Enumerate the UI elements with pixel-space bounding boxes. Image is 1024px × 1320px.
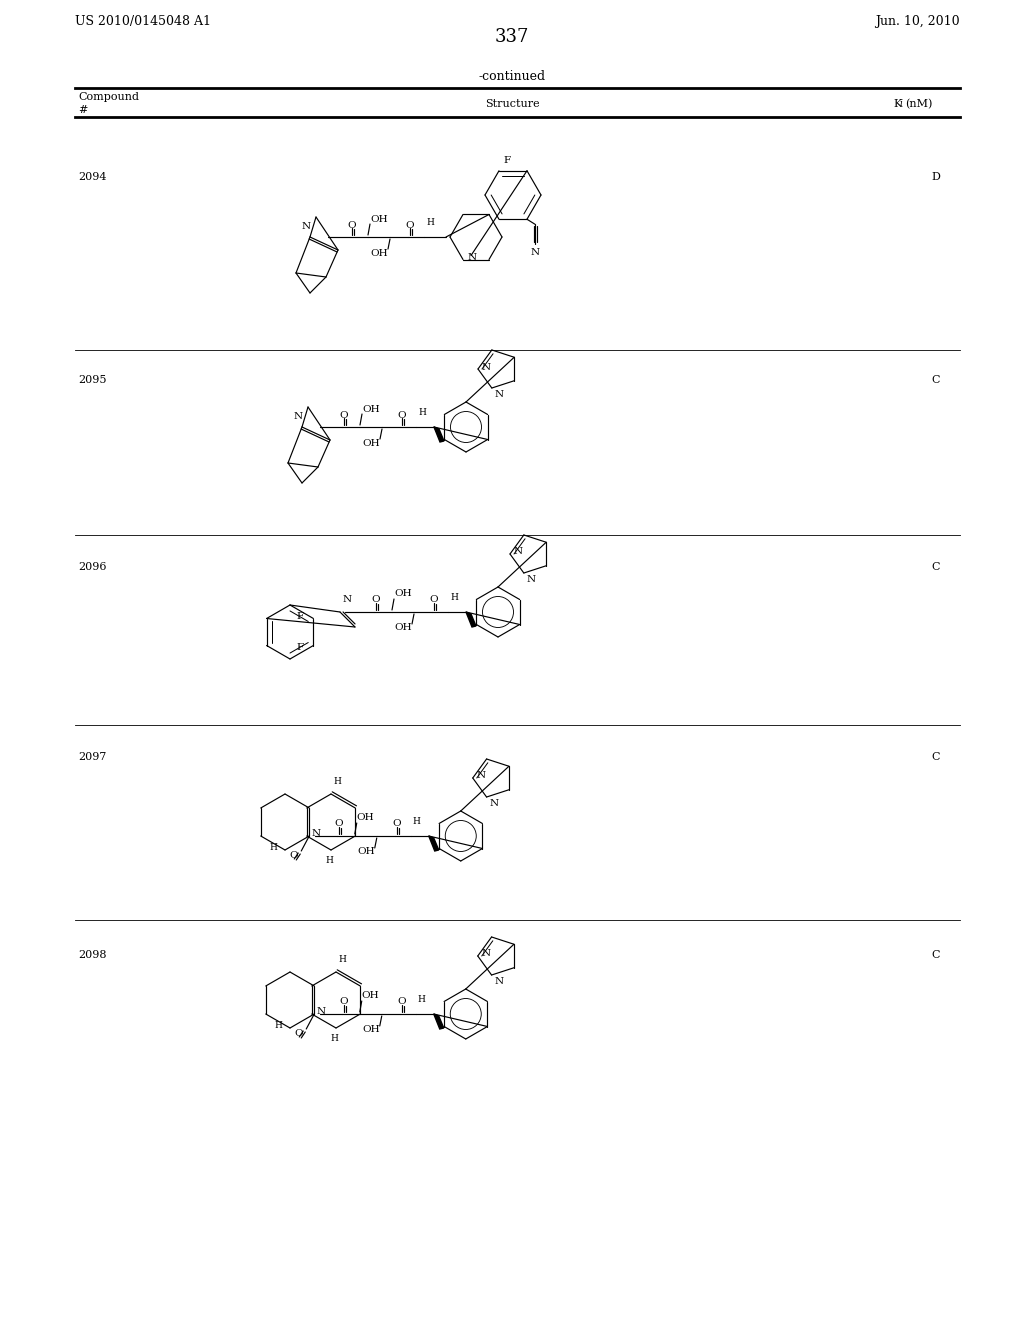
Text: C: C bbox=[932, 375, 940, 385]
Text: H: H bbox=[426, 218, 434, 227]
Text: K: K bbox=[893, 99, 901, 110]
Text: N: N bbox=[481, 949, 490, 958]
Text: OH: OH bbox=[394, 590, 412, 598]
Text: N: N bbox=[316, 1007, 326, 1016]
Polygon shape bbox=[434, 426, 444, 442]
Text: N: N bbox=[301, 222, 310, 231]
Text: H: H bbox=[333, 777, 341, 785]
Text: H: H bbox=[330, 1034, 338, 1043]
Text: N: N bbox=[530, 248, 540, 257]
Text: OH: OH bbox=[370, 214, 388, 223]
Text: OH: OH bbox=[356, 813, 375, 822]
Text: O: O bbox=[397, 998, 407, 1006]
Text: OH: OH bbox=[362, 1026, 380, 1035]
Text: O: O bbox=[340, 411, 348, 420]
Text: N: N bbox=[495, 977, 504, 986]
Text: 2094: 2094 bbox=[78, 172, 106, 182]
Text: O: O bbox=[348, 220, 356, 230]
Text: N: N bbox=[495, 389, 504, 399]
Text: O: O bbox=[397, 411, 407, 420]
Text: F: F bbox=[503, 156, 510, 165]
Text: O: O bbox=[289, 851, 298, 861]
Text: i: i bbox=[900, 99, 903, 108]
Text: N: N bbox=[489, 799, 499, 808]
Text: N: N bbox=[311, 829, 321, 838]
Text: OH: OH bbox=[371, 248, 388, 257]
Text: N: N bbox=[468, 253, 477, 261]
Text: C: C bbox=[932, 752, 940, 762]
Text: O: O bbox=[294, 1030, 302, 1039]
Text: 2096: 2096 bbox=[78, 562, 106, 572]
Text: H: H bbox=[418, 408, 426, 417]
Text: (nM): (nM) bbox=[905, 99, 933, 110]
Text: Compound: Compound bbox=[78, 92, 139, 102]
Text: 2095: 2095 bbox=[78, 375, 106, 385]
Text: N: N bbox=[477, 771, 485, 780]
Text: N: N bbox=[514, 548, 523, 557]
Text: H: H bbox=[413, 817, 421, 826]
Text: O: O bbox=[372, 595, 380, 605]
Polygon shape bbox=[434, 1014, 443, 1030]
Text: C: C bbox=[932, 950, 940, 960]
Polygon shape bbox=[466, 612, 476, 627]
Text: US 2010/0145048 A1: US 2010/0145048 A1 bbox=[75, 15, 211, 28]
Text: O: O bbox=[339, 998, 348, 1006]
Text: H: H bbox=[450, 593, 458, 602]
Text: O: O bbox=[406, 220, 415, 230]
Text: O: O bbox=[335, 820, 343, 829]
Text: F: F bbox=[296, 612, 303, 620]
Text: #: # bbox=[78, 106, 87, 115]
Text: D: D bbox=[931, 172, 940, 182]
Text: H: H bbox=[338, 954, 346, 964]
Text: 2098: 2098 bbox=[78, 950, 106, 960]
Text: Structure: Structure bbox=[484, 99, 540, 110]
Text: N: N bbox=[294, 412, 302, 421]
Text: O: O bbox=[392, 820, 401, 829]
Text: H: H bbox=[418, 995, 426, 1005]
Text: N: N bbox=[526, 576, 536, 583]
Text: H: H bbox=[274, 1022, 282, 1031]
Text: Jun. 10, 2010: Jun. 10, 2010 bbox=[876, 15, 961, 28]
Text: C: C bbox=[932, 562, 940, 572]
Text: -continued: -continued bbox=[478, 70, 546, 83]
Text: 2097: 2097 bbox=[78, 752, 106, 762]
Polygon shape bbox=[429, 836, 438, 851]
Text: 337: 337 bbox=[495, 28, 529, 46]
Text: H: H bbox=[325, 855, 333, 865]
Text: H: H bbox=[269, 843, 278, 853]
Text: OH: OH bbox=[362, 438, 380, 447]
Text: F: F bbox=[296, 643, 303, 652]
Text: OH: OH bbox=[362, 404, 380, 413]
Text: N: N bbox=[343, 595, 352, 605]
Text: O: O bbox=[430, 595, 438, 605]
Text: OH: OH bbox=[357, 847, 375, 857]
Text: OH: OH bbox=[394, 623, 412, 632]
Text: N: N bbox=[482, 363, 492, 371]
Text: OH: OH bbox=[361, 991, 379, 1001]
